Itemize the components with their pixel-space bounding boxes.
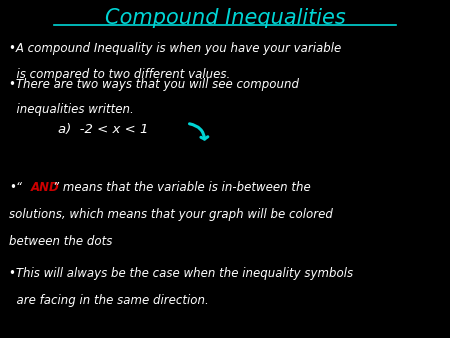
Text: is compared to two different values.: is compared to two different values. xyxy=(9,68,230,80)
Text: AND: AND xyxy=(31,181,59,194)
Text: inequalities written.: inequalities written. xyxy=(9,103,134,116)
Text: a)  -2 < x < 1: a) -2 < x < 1 xyxy=(58,123,149,136)
Text: are facing in the same direction.: are facing in the same direction. xyxy=(9,294,209,307)
Text: •“: •“ xyxy=(9,181,22,194)
Text: •This will always be the case when the inequality symbols: •This will always be the case when the i… xyxy=(9,267,353,280)
Text: •There are two ways that you will see compound: •There are two ways that you will see co… xyxy=(9,78,299,91)
Text: ” means that the variable is in-between the: ” means that the variable is in-between … xyxy=(53,181,311,194)
Text: Compound Inequalities: Compound Inequalities xyxy=(104,8,346,28)
Text: •A compound Inequality is when you have your variable: •A compound Inequality is when you have … xyxy=(9,42,341,55)
Text: solutions, which means that your graph will be colored: solutions, which means that your graph w… xyxy=(9,208,333,221)
Text: between the dots: between the dots xyxy=(9,235,112,248)
